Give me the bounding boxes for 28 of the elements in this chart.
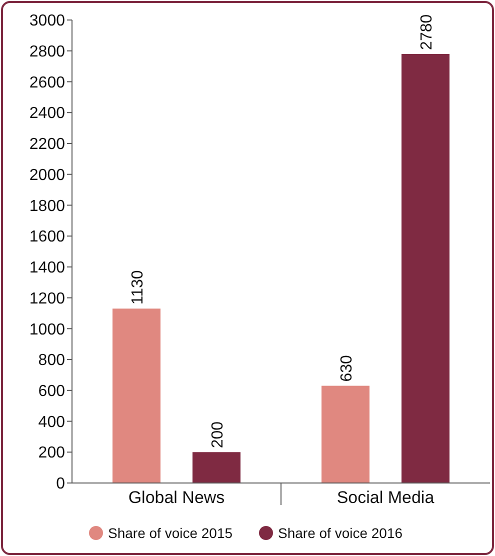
data-label: 1130	[130, 270, 146, 305]
x-tick-label: Social Media	[336, 488, 435, 507]
y-tick-label: 2000	[29, 166, 66, 184]
y-tick-label: 200	[38, 444, 66, 462]
y-tick-label: 800	[38, 352, 66, 370]
bar	[112, 308, 160, 483]
y-tick-label: 3000	[29, 12, 66, 30]
bar	[192, 452, 240, 483]
legend-label: Share of voice 2016	[278, 524, 403, 541]
y-tick-label: 2400	[29, 105, 66, 122]
legend-label: Share of voice 2015	[108, 524, 233, 541]
data-label: 630	[338, 354, 356, 382]
y-tick-label: 1800	[29, 198, 66, 215]
y-tick-label: 0	[56, 476, 66, 493]
y-tick-label: 2600	[29, 74, 66, 92]
data-label: 200	[210, 421, 226, 448]
bar	[322, 386, 370, 483]
y-tick-label: 1000	[29, 321, 66, 338]
y-tick-label: 2800	[29, 43, 66, 60]
y-tick-label: 600	[38, 383, 66, 400]
bar	[402, 54, 450, 483]
y-tick-label: 1400	[29, 260, 66, 277]
y-tick-label: 1200	[29, 290, 66, 308]
y-tick-label: 2200	[29, 136, 66, 154]
y-tick-label: 1600	[29, 228, 66, 246]
x-tick-label: Global News	[128, 488, 225, 507]
y-tick-label: 400	[38, 414, 66, 431]
data-label: 2780	[418, 14, 436, 50]
